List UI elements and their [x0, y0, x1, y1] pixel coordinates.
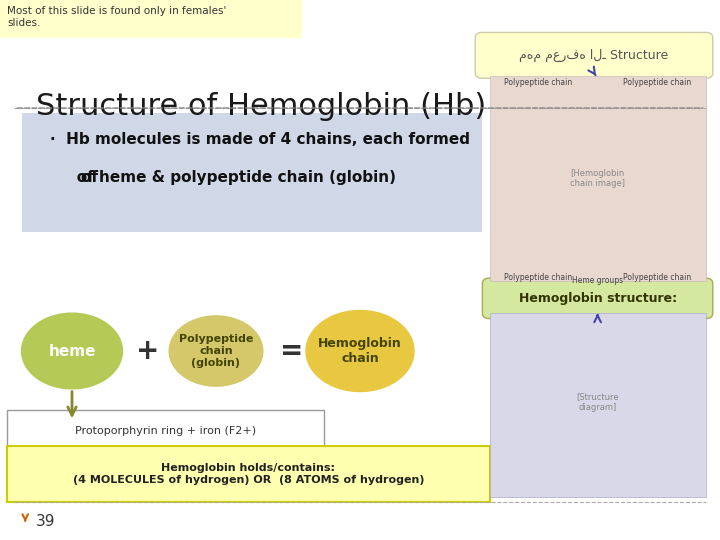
Text: Polypeptide chain: Polypeptide chain: [623, 78, 691, 87]
Text: مهم معرفه الـ Structure: مهم معرفه الـ Structure: [519, 49, 669, 62]
FancyBboxPatch shape: [7, 446, 490, 502]
Text: Polypeptide chain: Polypeptide chain: [504, 78, 572, 87]
Text: 39: 39: [36, 514, 55, 529]
Text: heme: heme: [48, 343, 96, 359]
Text: Hemoglobin
chain: Hemoglobin chain: [318, 337, 402, 365]
FancyBboxPatch shape: [482, 278, 713, 319]
FancyBboxPatch shape: [22, 113, 482, 232]
Text: of heme & polypeptide chain (globin): of heme & polypeptide chain (globin): [61, 170, 396, 185]
Text: =: =: [280, 337, 303, 365]
Text: Polypeptide chain: Polypeptide chain: [504, 273, 572, 282]
FancyBboxPatch shape: [490, 313, 706, 497]
Text: Heme groups: Heme groups: [572, 276, 624, 286]
FancyBboxPatch shape: [0, 0, 302, 38]
Text: Hemoglobin holds/contains:
(4 MOLECULES of hydrogen) OR  (8 ATOMS of hydrogen): Hemoglobin holds/contains: (4 MOLECULES …: [73, 463, 424, 485]
Text: [Structure
diagram]: [Structure diagram]: [576, 393, 619, 412]
FancyBboxPatch shape: [7, 410, 324, 451]
Text: Most of this slide is found only in females'
slides.: Most of this slide is found only in fema…: [7, 6, 227, 28]
FancyBboxPatch shape: [475, 32, 713, 78]
Text: Protoporphyrin ring + iron (F2+): Protoporphyrin ring + iron (F2+): [75, 426, 256, 436]
FancyBboxPatch shape: [490, 76, 706, 281]
Text: Hemoglobin structure:: Hemoglobin structure:: [518, 292, 677, 305]
Text: Structure of Hemoglobin (Hb): Structure of Hemoglobin (Hb): [36, 92, 486, 121]
Text: Polypeptide chain: Polypeptide chain: [623, 273, 691, 282]
Text: [Hemoglobin
chain image]: [Hemoglobin chain image]: [570, 168, 625, 188]
Polygon shape: [169, 316, 263, 386]
Text: of: of: [81, 170, 104, 185]
Text: Polypeptide
chain
(globin): Polypeptide chain (globin): [179, 334, 253, 368]
Text: ·  Hb molecules is made of 4 chains, each formed: · Hb molecules is made of 4 chains, each…: [50, 132, 470, 147]
Polygon shape: [306, 310, 414, 392]
Polygon shape: [22, 313, 122, 389]
Text: +: +: [136, 337, 159, 365]
